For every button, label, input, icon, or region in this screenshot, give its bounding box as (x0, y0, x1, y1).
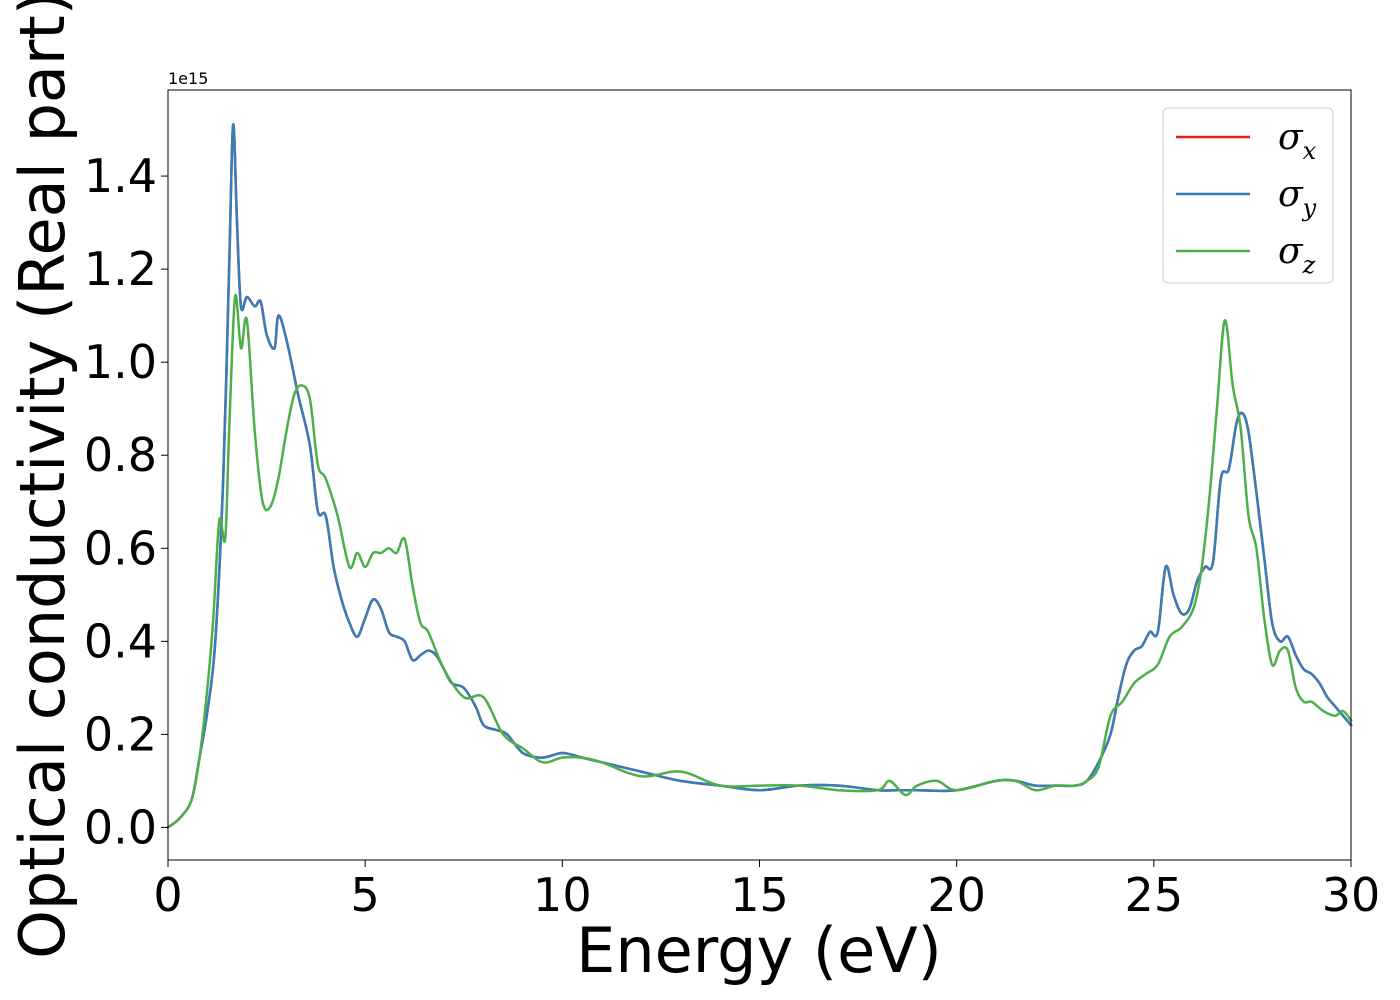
y-tick-label: 1.4 (84, 149, 157, 203)
y-axis-title: Optical conductivity (Real part) (6, 0, 79, 959)
legend-label-y: σy (1278, 174, 1317, 222)
series-line-z (166, 293, 1353, 830)
x-tick-label: 10 (533, 868, 592, 922)
legend-box (1162, 107, 1334, 284)
y-tick-label: 0.4 (84, 614, 157, 668)
legend-label-x: σx (1278, 117, 1317, 165)
y-tick-label: 1.2 (84, 242, 157, 296)
plot-area-background (168, 90, 1351, 860)
x-axis-ticks: 0 5 10 15 20 25 30 (153, 860, 1380, 922)
y-offset-text: 1e15 (168, 69, 208, 88)
x-tick-label: 0 (153, 868, 182, 922)
legend: σx σy σz (1162, 107, 1334, 284)
x-tick-label: 5 (351, 868, 380, 922)
y-tick-label: 0.2 (84, 707, 157, 761)
x-tick-label: 15 (730, 868, 789, 922)
x-tick-label: 25 (1125, 868, 1184, 922)
y-tick-label: 0.0 (84, 800, 157, 854)
x-axis-title: Energy (eV) (576, 914, 942, 987)
x-tick-label: 20 (927, 868, 986, 922)
y-tick-label: 1.0 (84, 335, 157, 389)
y-axis-ticks: 0.0 0.2 0.4 0.6 0.8 1.0 1.2 1.4 (84, 149, 168, 854)
legend-label-z: σz (1278, 231, 1316, 279)
x-tick-label: 30 (1322, 868, 1381, 922)
series-layer (166, 123, 1353, 830)
y-tick-label: 0.8 (84, 428, 157, 482)
y-tick-label: 0.6 (84, 521, 157, 575)
